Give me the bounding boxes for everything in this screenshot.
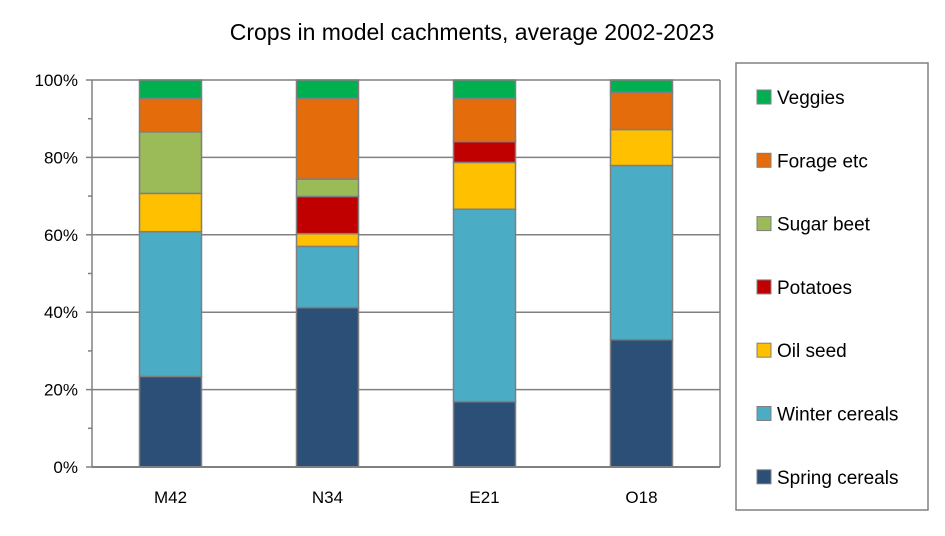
bar-segment-forage-etc bbox=[295, 97, 360, 180]
bar-segment-potatoes bbox=[295, 195, 360, 235]
y-tick-label: 0% bbox=[53, 458, 78, 477]
y-tick-label: 40% bbox=[44, 303, 78, 322]
legend-label: Veggies bbox=[777, 88, 845, 109]
legend-label: Potatoes bbox=[777, 278, 852, 299]
x-tick-label: N34 bbox=[312, 488, 343, 507]
bar-segment-oil-seed bbox=[452, 161, 517, 211]
bar-segment-spring-cereals bbox=[295, 306, 360, 468]
legend-swatch bbox=[756, 216, 772, 232]
bar-segment-veggies bbox=[138, 79, 203, 100]
bar-segment-spring-cereals bbox=[138, 375, 203, 468]
legend-swatch bbox=[756, 152, 772, 168]
bar-segment-veggies bbox=[609, 79, 674, 94]
bar-segment-forage-etc bbox=[609, 91, 674, 131]
bar-segment-winter-cereals bbox=[295, 245, 360, 309]
legend-label: Winter cereals bbox=[777, 405, 898, 426]
legend-swatch bbox=[756, 89, 772, 105]
legend-swatch bbox=[756, 406, 772, 421]
bar-segment-winter-cereals bbox=[452, 208, 517, 403]
bar-segment-oil-seed bbox=[609, 128, 674, 167]
bar-segment-veggies bbox=[452, 79, 517, 100]
bar-segment-sugar-beet bbox=[138, 131, 203, 195]
bar-segment-forage-etc bbox=[138, 97, 203, 133]
y-tick-label: 20% bbox=[44, 381, 78, 400]
legend-label: Sugar beet bbox=[777, 215, 871, 236]
bar-segment-spring-cereals bbox=[609, 338, 674, 468]
bar-segment-oil-seed bbox=[295, 232, 360, 248]
legend-swatch bbox=[756, 279, 772, 295]
y-tick-label: 60% bbox=[44, 226, 78, 245]
bar-segment-sugar-beet bbox=[295, 178, 360, 198]
bar-segment-forage-etc bbox=[452, 97, 517, 143]
bar-segment-winter-cereals bbox=[138, 230, 203, 378]
legend-swatch bbox=[756, 469, 772, 485]
legend-label: Forage etc bbox=[777, 151, 868, 172]
bar-segment-oil-seed bbox=[138, 192, 203, 233]
x-tick-label: O18 bbox=[625, 488, 657, 507]
chart-title: Crops in model cachments, average 2002-2… bbox=[230, 19, 715, 45]
y-tick-label: 80% bbox=[44, 148, 78, 167]
legend-swatch bbox=[756, 342, 772, 358]
legend-label: Oil seed bbox=[777, 341, 847, 362]
bar-segment-veggies bbox=[295, 79, 360, 100]
x-tick-label: M42 bbox=[154, 488, 187, 507]
bar-segment-winter-cereals bbox=[609, 164, 674, 341]
x-tick-label: E21 bbox=[469, 488, 499, 507]
y-tick-label: 100% bbox=[35, 71, 78, 90]
legend-label: Spring cereals bbox=[777, 468, 898, 489]
bar-segment-spring-cereals bbox=[452, 400, 517, 468]
bar-segment-potatoes bbox=[452, 140, 517, 164]
